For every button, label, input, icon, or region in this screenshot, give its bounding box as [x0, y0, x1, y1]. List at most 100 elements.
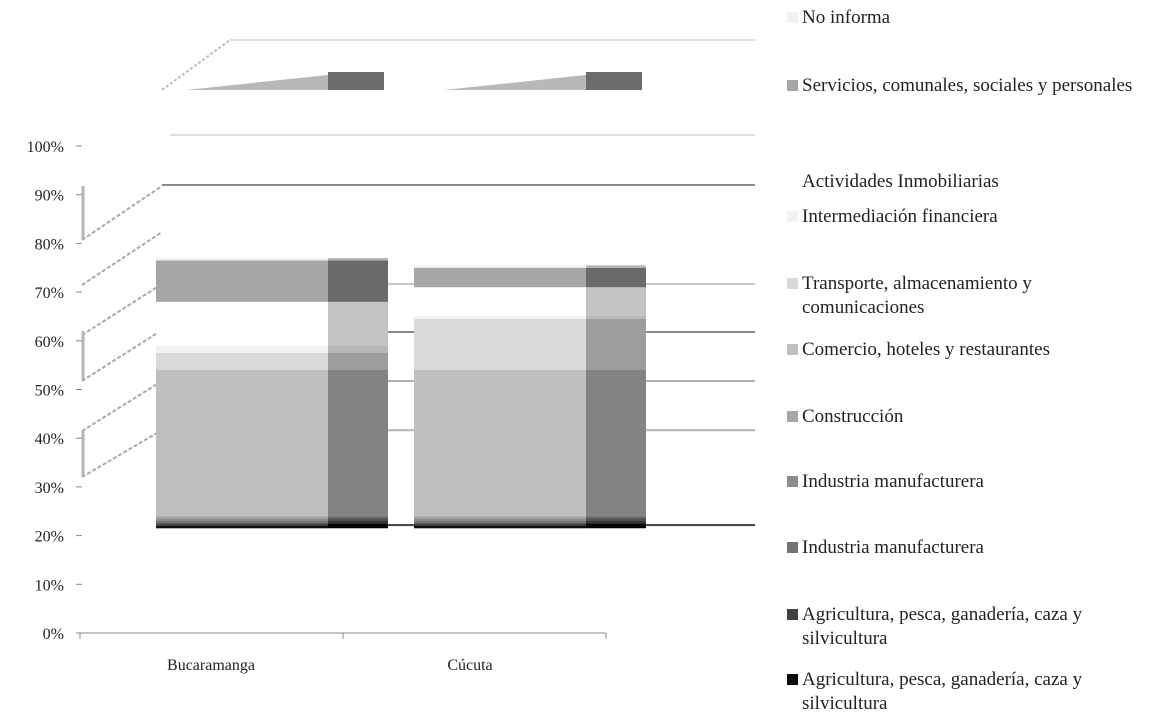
bar-segment	[414, 265, 586, 268]
bar-side-face	[586, 525, 646, 529]
bar-segment	[414, 316, 586, 319]
legend-swatch	[787, 211, 798, 222]
bar-side-face	[586, 516, 646, 519]
bar-side-face	[586, 518, 646, 521]
wall-edge	[161, 39, 231, 91]
bar-segment	[414, 523, 586, 526]
legend-item: Actividades Inmobiliarias	[787, 170, 1153, 194]
bar-segment	[414, 287, 586, 317]
bar-side-face	[586, 370, 646, 517]
bar-segment	[414, 370, 586, 517]
bar-segment	[414, 525, 586, 529]
legend-swatch	[787, 80, 798, 91]
wall-edge	[81, 283, 163, 336]
legend-swatch	[787, 542, 798, 553]
legend-label: No informa	[802, 7, 891, 28]
legend: No informa Servicios, comunales, sociales…	[787, 0, 1155, 721]
legend-swatch	[787, 674, 798, 685]
legend-label: Transporte, almacenamiento y comunicacio…	[802, 273, 1032, 318]
category-label: Cúcuta	[447, 657, 492, 674]
y-tick-label: 10%	[35, 577, 64, 594]
bar-side-face	[586, 523, 646, 526]
bar-side-face	[586, 316, 646, 319]
bar-top-side	[328, 72, 384, 90]
bar-segment	[156, 525, 328, 529]
bar-segment	[156, 352, 328, 371]
bar-segment	[414, 520, 586, 524]
bar-segment	[156, 520, 328, 524]
bar-stacks	[156, 72, 646, 529]
bar-side-face	[328, 523, 388, 526]
legend-label: Intermediación financiera	[802, 206, 998, 227]
legend-swatch	[787, 411, 798, 422]
bar-top-cap	[156, 72, 356, 90]
bar-side-face	[328, 301, 388, 346]
bar-side-face	[586, 520, 646, 524]
legend-label: Agricultura, pesca, ganadería, caza y si…	[802, 604, 1083, 649]
y-tick-label: 70%	[35, 285, 64, 302]
bar-segment	[156, 260, 328, 302]
bar-segment	[156, 301, 328, 346]
y-tick-label: 60%	[35, 334, 64, 351]
bar-side-face	[586, 287, 646, 317]
bar-side-face	[328, 518, 388, 521]
bar-side-face	[586, 265, 646, 268]
bar-segment	[156, 523, 328, 526]
category-label: Bucaramanga	[167, 657, 255, 674]
y-tick-label: 30%	[35, 480, 64, 497]
legend-swatch	[787, 344, 798, 355]
legend-swatch	[787, 278, 798, 289]
legend-swatch	[787, 609, 798, 620]
legend-item: Construcción	[787, 405, 1153, 429]
legend-item: Servicios, comunales, sociales y persona…	[787, 74, 1153, 98]
wall-edge	[81, 329, 163, 382]
wall-edge	[81, 380, 163, 432]
legend-item: No informa	[787, 6, 1153, 30]
bar-side-face	[328, 345, 388, 353]
legend-label: Construcción	[802, 406, 904, 427]
wall-edge	[81, 231, 163, 286]
y-tick-label: 0%	[43, 626, 64, 643]
bar-side-face	[586, 267, 646, 288]
legend-label: Servicios, comunales, sociales y persona…	[802, 75, 1133, 96]
y-tick-label: 50%	[35, 383, 64, 400]
bar-side-face	[328, 520, 388, 524]
legend-label: Agricultura, pesca, ganadería, caza y si…	[802, 669, 1083, 714]
legend-swatch	[787, 12, 798, 23]
bar-segment	[414, 267, 586, 288]
bar-segment	[156, 516, 328, 519]
y-tick-label: 20%	[35, 529, 64, 546]
legend-label: Industria manufacturera	[802, 537, 984, 558]
bar-top-cap	[414, 72, 614, 90]
bar-segment	[414, 518, 586, 521]
bar-side-face	[328, 352, 388, 371]
bar-segment	[156, 345, 328, 353]
legend-item: Intermediación financiera	[787, 205, 1153, 229]
bar-side-face	[328, 258, 388, 261]
bar-segment	[156, 258, 328, 261]
bar-segment	[414, 516, 586, 519]
bar-segment	[414, 318, 586, 371]
y-tick-label: 90%	[35, 188, 64, 205]
legend-label: Comercio, hoteles y restaurantes	[802, 339, 1050, 360]
legend-item: Transporte, almacenamiento y comunicacio…	[787, 272, 1153, 320]
value-axis: 0% 10% 20% 30% 40% 50% 60% 70% 80% 90% 100%	[27, 139, 82, 643]
legend-item: Industria manufacturera	[787, 470, 1153, 494]
legend-item: Industria manufacturera	[787, 536, 1153, 560]
y-tick-label: 100%	[27, 139, 64, 156]
bar-segment	[156, 370, 328, 517]
legend-label: Actividades Inmobiliarias	[802, 171, 999, 192]
bar-side-face	[328, 260, 388, 302]
legend-item: Agricultura, pesca, ganadería, caza y si…	[787, 603, 1153, 651]
bar-segment	[156, 518, 328, 521]
chart-plot: 0% 10% 20% 30% 40% 50% 60% 70% 80% 90% 100% Bucara…	[27, 39, 755, 674]
legend-label: Industria manufacturera	[802, 471, 984, 492]
legend-item: Comercio, hoteles y restaurantes	[787, 338, 1153, 362]
bar-top-side	[586, 72, 642, 90]
y-tick-label: 40%	[35, 431, 64, 448]
y-tick-label: 80%	[35, 236, 64, 253]
legend-item: Agricultura, pesca, ganadería, caza y si…	[787, 668, 1153, 716]
bar-side-face	[328, 516, 388, 519]
bar-side-face	[586, 318, 646, 371]
wall-edge	[81, 185, 163, 241]
